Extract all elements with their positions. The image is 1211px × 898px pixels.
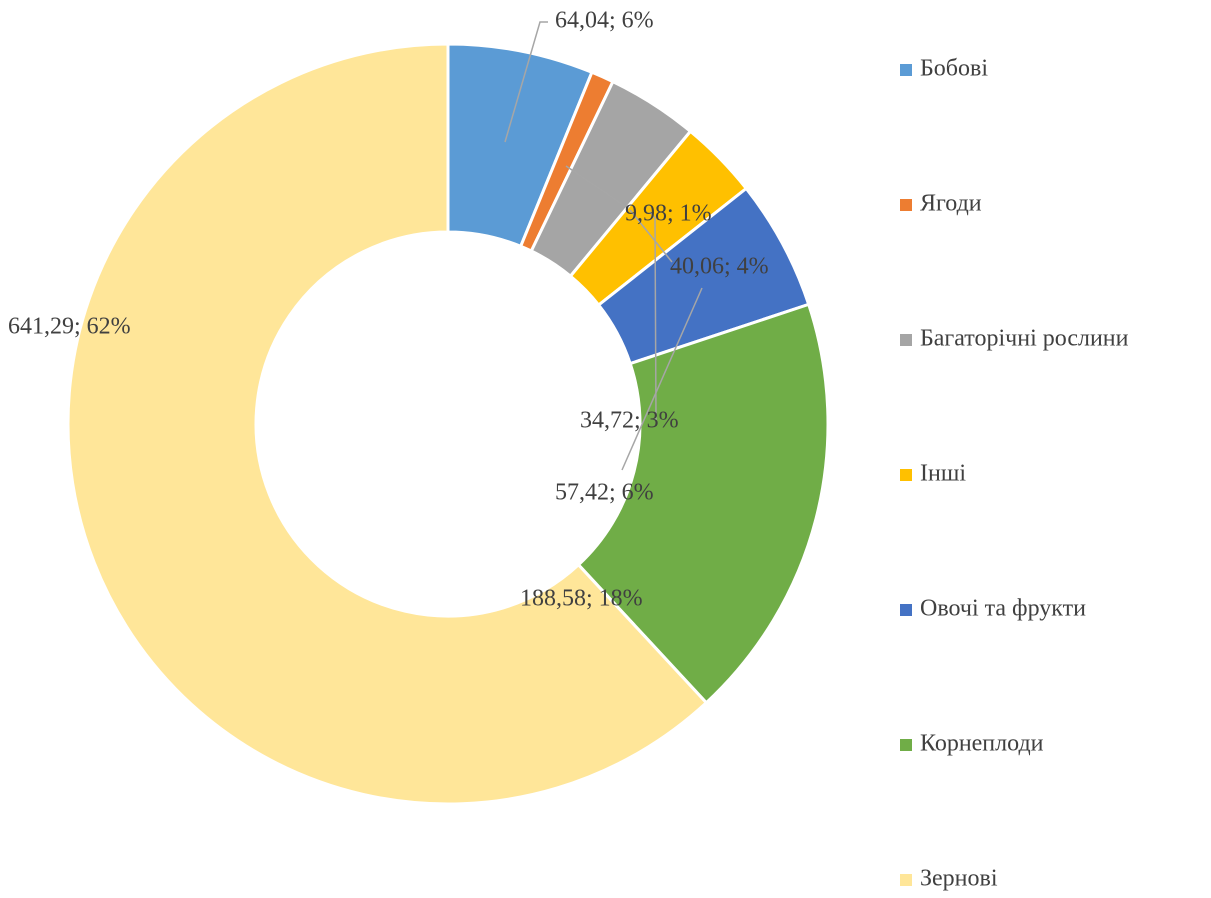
legend-swatch	[900, 64, 912, 76]
leader-line	[629, 209, 673, 263]
leader-line	[649, 211, 657, 421]
data-label: 9,98; 1%	[625, 201, 712, 227]
data-label: 34,72; 3%	[580, 408, 679, 434]
data-label: 40,06; 4%	[670, 254, 769, 280]
legend-swatch	[900, 739, 912, 751]
leader-line	[621, 287, 703, 471]
legend-swatch	[900, 199, 912, 211]
leader-line	[565, 165, 629, 209]
donut-slice	[66, 42, 709, 806]
data-label: 64,04; 6%	[555, 8, 654, 34]
legend-label: Зернові	[920, 866, 998, 892]
legend-label: Інші	[920, 461, 966, 487]
donut-slice	[576, 302, 830, 705]
legend-label: Ягоди	[920, 191, 982, 217]
legend-label: Багаторічні рослини	[920, 326, 1129, 352]
legend-label: Корнеплоди	[920, 731, 1044, 757]
data-label: 57,42; 6%	[555, 480, 654, 506]
legend-swatch	[900, 334, 912, 346]
legend-label: Бобові	[920, 56, 988, 82]
data-label: 188,58; 18%	[520, 586, 643, 612]
legend-swatch	[900, 469, 912, 481]
legend-label: Овочі та фрукти	[920, 596, 1086, 622]
data-label: 641,29; 62%	[8, 314, 131, 340]
leader-line	[504, 21, 548, 143]
legend-swatch	[900, 874, 912, 886]
legend-swatch	[900, 604, 912, 616]
